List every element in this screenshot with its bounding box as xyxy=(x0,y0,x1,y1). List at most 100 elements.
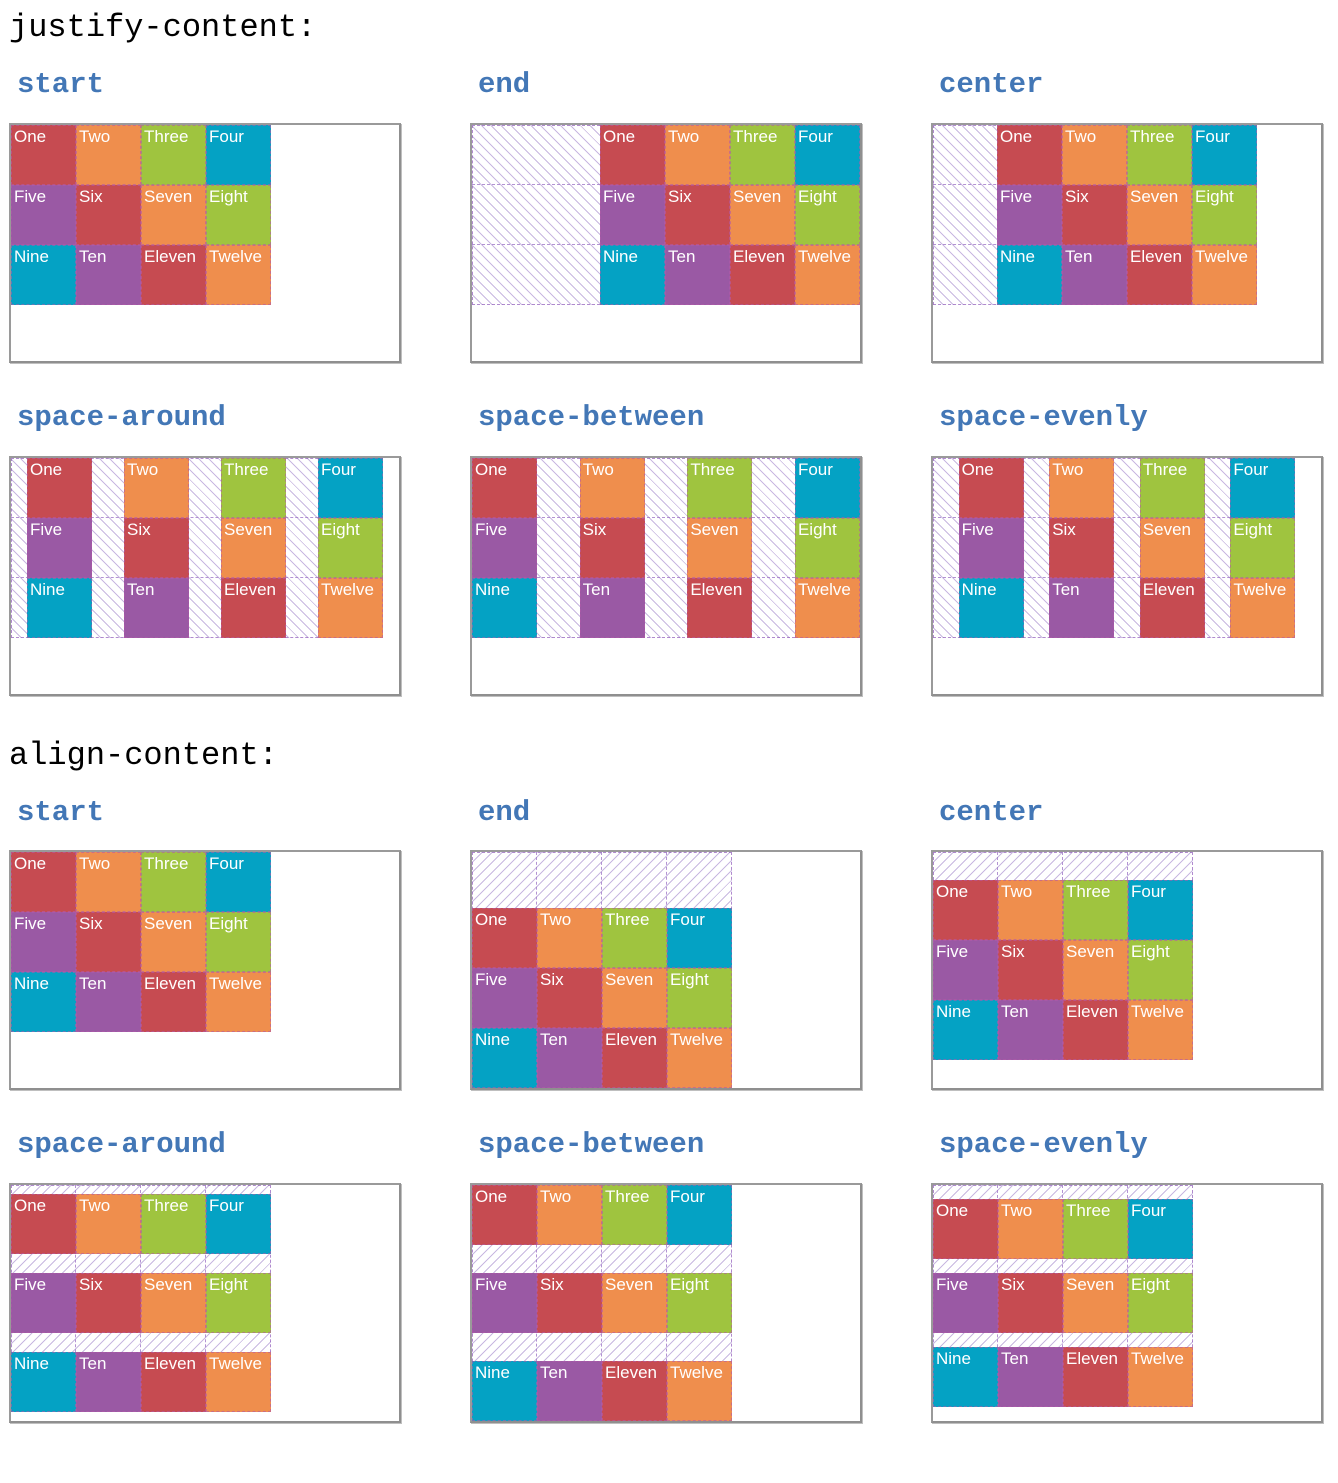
grid-items: One Two Three Four Five Six Seven Eight Nine Ten E… xyxy=(472,1185,732,1422)
example-label: end xyxy=(478,795,531,829)
grid-item-twelve: Twelve xyxy=(206,1351,271,1412)
grid-item-three: Three xyxy=(1063,1199,1128,1260)
grid-item-eleven: Eleven xyxy=(141,972,206,1033)
grid-tracks-area: One Two Three Four Five Six Seven Eight Nine Ten E… xyxy=(11,1185,271,1413)
grid-item-one: One xyxy=(933,880,998,941)
grid-item-two: Two xyxy=(998,880,1063,941)
grid-item-four: Four xyxy=(667,908,732,969)
grid-item-twelve: Twelve xyxy=(667,1028,732,1089)
grid-item-six: Six xyxy=(998,940,1063,1001)
grid-tracks-area: One Two Three Four Five Six Seven Eight Nine Ten E… xyxy=(11,124,271,305)
grid-item-four: Four xyxy=(1128,1199,1193,1260)
panel-align-center: center One Two Three Four Five Six Seven Eight N… xyxy=(931,796,1323,1091)
grid-item-one: One xyxy=(472,908,537,969)
grid-container: One Two Three Four Five Six Seven Eight Nine Ten E… xyxy=(470,1183,862,1424)
grid-item-three: Three xyxy=(141,852,206,913)
grid-item-two: Two xyxy=(665,124,730,185)
grid-item-three: Three xyxy=(730,124,795,185)
grid-item-nine: Nine xyxy=(997,244,1062,305)
grid-container: One Two Three Four Five Six Seven Eight Nine Ten E… xyxy=(931,455,1323,696)
grid-item-eleven: Eleven xyxy=(221,577,286,638)
example-label: space-evenly xyxy=(939,400,1148,434)
grid-container: One Two Three Four Five Six Seven Eight Nine Ten E… xyxy=(931,122,1323,363)
panel-justify-space-between: space-between One Two Three Four Five Six Seve… xyxy=(470,401,862,696)
grid-item-ten: Ten xyxy=(76,244,141,305)
grid-item-nine: Nine xyxy=(11,1351,76,1412)
grid-item-ten: Ten xyxy=(537,1028,602,1089)
grid-item-eight: Eight xyxy=(206,1273,271,1334)
grid-items: One Two Three Four Five Six Seven Eight Nine Ten E… xyxy=(11,124,271,305)
grid-item-eight: Eight xyxy=(667,968,732,1029)
grid-item-eleven: Eleven xyxy=(602,1361,667,1422)
panel-align-space-between: space-between One Two Three Four Five Six Seve… xyxy=(470,1128,862,1424)
grid-item-five: Five xyxy=(958,517,1024,578)
grid-item-five: Five xyxy=(472,517,537,578)
grid-item-eight: Eight xyxy=(794,517,860,578)
grid-item-twelve: Twelve xyxy=(1128,1347,1193,1408)
grid-items: One Two Three Four Five Six Seven Eight Nine Ten E… xyxy=(933,124,1257,305)
grid-item-seven: Seven xyxy=(730,184,795,245)
grid-item-seven: Seven xyxy=(1127,184,1192,245)
grid-item-twelve: Twelve xyxy=(794,577,860,638)
example-label: space-between xyxy=(478,1128,705,1162)
grid-item-eleven: Eleven xyxy=(1127,244,1192,305)
grid-item-two: Two xyxy=(76,1194,141,1255)
grid-item-three: Three xyxy=(141,124,206,185)
grid-container: One Two Three Four Five Six Seven Eight Nine Ten E… xyxy=(9,850,401,1091)
row-track-line xyxy=(933,576,1296,578)
grid-item-eight: Eight xyxy=(206,912,271,973)
grid-item-twelve: Twelve xyxy=(1128,1000,1193,1061)
row-track-line xyxy=(933,516,1296,518)
grid-item-one: One xyxy=(958,457,1024,518)
grid-item-eight: Eight xyxy=(1230,517,1296,578)
grid-item-nine: Nine xyxy=(472,577,537,638)
grid-item-four: Four xyxy=(206,1194,271,1255)
panel-justify-space-around: space-around One Two Three Four Five Six Seven… xyxy=(9,401,401,696)
example-label: space-between xyxy=(478,400,705,434)
grid-item-three: Three xyxy=(687,457,753,518)
grid-item-four: Four xyxy=(795,124,860,185)
grid-item-one: One xyxy=(600,124,665,185)
grid-item-six: Six xyxy=(1062,184,1127,245)
grid-item-three: Three xyxy=(602,1185,667,1246)
grid-item-six: Six xyxy=(1049,517,1115,578)
grid-item-five: Five xyxy=(11,1273,76,1334)
example-label: end xyxy=(478,68,531,101)
grid-item-eleven: Eleven xyxy=(730,244,795,305)
grid-item-seven: Seven xyxy=(602,1273,667,1334)
grid-items: One Two Three Four Five Six Seven Eight Nine Ten E… xyxy=(933,457,1296,638)
grid-item-five: Five xyxy=(600,184,665,245)
example-label: space-around xyxy=(17,1128,226,1162)
grid-item-four: Four xyxy=(1192,124,1257,185)
grid-item-nine: Nine xyxy=(27,577,92,638)
grid-item-eleven: Eleven xyxy=(1063,1347,1128,1408)
grid-item-five: Five xyxy=(933,1273,998,1334)
grid-tracks-area: One Two Three Four Five Six Seven Eight Nine Ten E… xyxy=(11,457,383,638)
grid-item-twelve: Twelve xyxy=(206,972,271,1033)
grid-item-twelve: Twelve xyxy=(667,1361,732,1422)
grid-item-twelve: Twelve xyxy=(1230,577,1296,638)
example-label: start xyxy=(17,68,105,101)
grid-item-four: Four xyxy=(318,457,383,518)
grid-item-one: One xyxy=(933,1199,998,1260)
grid-item-two: Two xyxy=(1062,124,1127,185)
grid-item-three: Three xyxy=(1127,124,1192,185)
grid-item-two: Two xyxy=(998,1199,1063,1260)
grid-item-eight: Eight xyxy=(1192,184,1257,245)
grid-item-eight: Eight xyxy=(206,184,271,245)
grid-item-nine: Nine xyxy=(958,577,1024,638)
grid-container: One Two Three Four Five Six Seven Eight Nine Ten E… xyxy=(470,122,862,363)
panel-align-space-around: space-around One Two Three Four Five Six Seven… xyxy=(9,1128,401,1424)
grid-item-eight: Eight xyxy=(1128,1273,1193,1334)
example-label: start xyxy=(17,795,105,829)
grid-item-nine: Nine xyxy=(11,972,76,1033)
grid-item-ten: Ten xyxy=(579,577,645,638)
grid-item-nine: Nine xyxy=(600,244,665,305)
grid-item-three: Three xyxy=(1139,457,1205,518)
examples-row: start One Two Three Four Five Six Seven Eight Ni… xyxy=(9,68,1338,363)
grid-item-one: One xyxy=(472,457,537,518)
grid-item-three: Three xyxy=(221,457,286,518)
grid-item-twelve: Twelve xyxy=(318,577,383,638)
grid-item-five: Five xyxy=(11,184,76,245)
grid-item-nine: Nine xyxy=(472,1361,537,1422)
